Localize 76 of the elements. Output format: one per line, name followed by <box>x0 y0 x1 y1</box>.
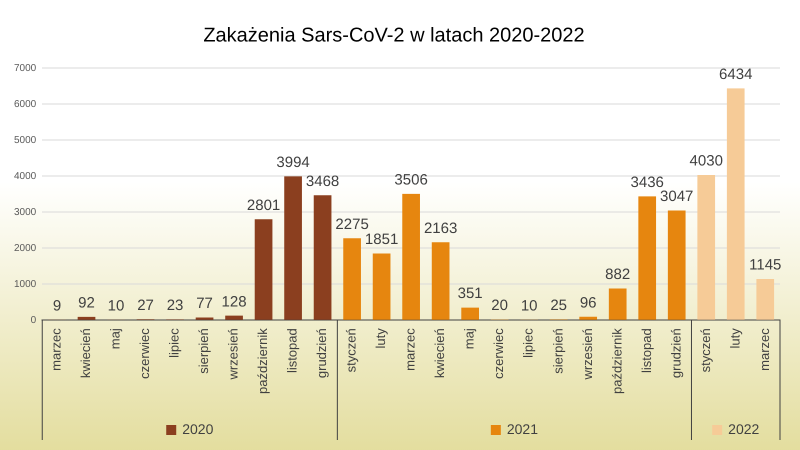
bar <box>284 176 302 320</box>
y-tick-label: 6000 <box>14 98 37 110</box>
data-label: 77 <box>196 295 213 312</box>
x-tick-label: grudzień <box>314 328 330 378</box>
x-tick-label: sierpień <box>550 328 566 374</box>
bar <box>608 288 627 320</box>
x-tick-label: wrzesień <box>580 328 595 381</box>
data-label: 3468 <box>306 172 340 190</box>
x-tick-label: luty <box>727 328 742 348</box>
bar <box>78 316 96 320</box>
x-tick-label: marzec <box>48 328 64 371</box>
y-tick-label: 5000 <box>14 134 37 146</box>
data-label: 128 <box>222 293 247 310</box>
y-tick-label: 4000 <box>14 170 37 182</box>
data-label: 1145 <box>749 256 782 274</box>
data-label: 9 <box>52 298 62 315</box>
legend-label: 2020 <box>182 420 214 437</box>
chart-title: Zakażenia Sars-CoV-2 w latach 2020-2022 <box>203 24 585 47</box>
y-tick-label: 7000 <box>14 62 37 74</box>
bar <box>432 242 450 320</box>
y-tick-label: 2000 <box>14 242 37 254</box>
data-label: 20 <box>491 297 508 314</box>
x-tick-label: lipiec <box>520 328 536 358</box>
x-tick-label: listopad <box>284 328 300 374</box>
x-tick-label: listopad <box>638 328 654 374</box>
data-label: 882 <box>605 266 630 284</box>
data-label: 92 <box>78 294 95 312</box>
data-label: 2275 <box>335 216 369 233</box>
x-tick-label: styczeń <box>344 328 359 372</box>
data-label: 2163 <box>424 220 458 237</box>
bar <box>225 316 243 320</box>
x-tick-label: lipiec <box>166 328 182 358</box>
x-tick-label: maj <box>108 328 123 350</box>
bar <box>726 88 745 320</box>
data-label: 6434 <box>719 66 752 84</box>
x-tick-label: kwiecień <box>78 328 94 378</box>
data-label: 4030 <box>690 152 723 170</box>
x-tick-label: marzec <box>402 328 418 371</box>
x-tick-label: październik <box>255 328 270 394</box>
data-label: 2801 <box>246 196 280 214</box>
x-tick-label: wrzesień <box>226 328 241 381</box>
bar <box>668 210 686 320</box>
bar <box>402 194 420 320</box>
bar <box>697 175 716 320</box>
y-tick-label: 1000 <box>14 278 37 290</box>
legend-label: 2022 <box>728 420 760 437</box>
x-tick-label: czerwiec <box>491 328 506 379</box>
data-label: 25 <box>550 296 568 314</box>
x-tick-label: październik <box>609 328 624 394</box>
data-label: 10 <box>520 298 538 315</box>
data-label: 1851 <box>364 231 398 248</box>
bar <box>254 219 272 320</box>
x-tick-label: luty <box>373 328 388 348</box>
x-tick-label: grudzień <box>668 328 684 378</box>
y-tick-label: 3000 <box>14 206 37 218</box>
data-label: 23 <box>166 297 184 314</box>
x-tick-label: kwiecień <box>432 328 448 378</box>
data-label: 10 <box>108 298 124 315</box>
data-label: 3994 <box>276 154 310 171</box>
x-tick-label: maj <box>462 328 477 350</box>
x-tick-label: styczeń <box>698 328 713 372</box>
bar <box>461 308 479 320</box>
bar <box>638 196 656 320</box>
y-tick-label: 0 <box>30 314 37 326</box>
legend-label: 2021 <box>506 420 538 437</box>
bar <box>756 278 774 320</box>
bar <box>314 195 332 320</box>
x-tick-label: marzec <box>756 328 772 371</box>
data-label: 3506 <box>394 172 428 189</box>
x-tick-label: sierpień <box>196 328 212 374</box>
x-tick-label: czerwiec <box>137 328 152 379</box>
data-label: 96 <box>580 294 597 312</box>
data-label: 351 <box>458 285 483 302</box>
bar <box>372 254 390 320</box>
bar <box>343 238 361 320</box>
data-label: 27 <box>137 296 154 314</box>
